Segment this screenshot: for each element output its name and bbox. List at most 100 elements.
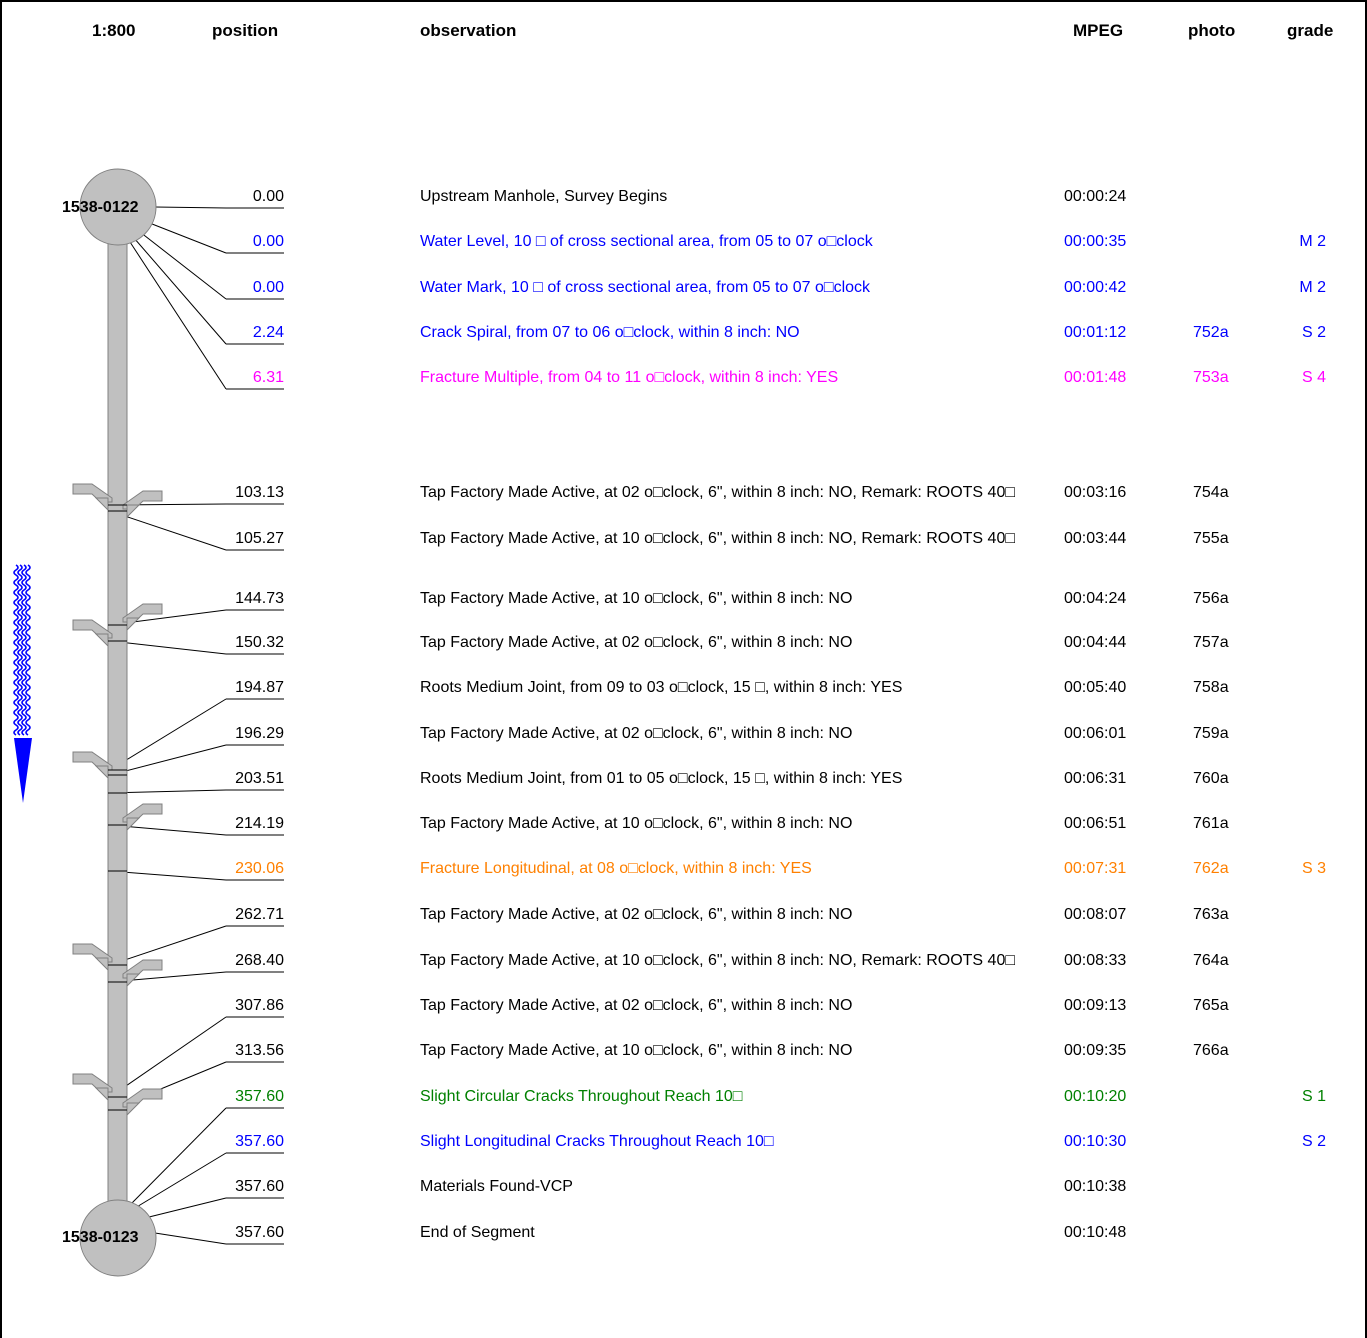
row-position: 105.27 (235, 530, 284, 547)
header-mpeg: MPEG (1073, 21, 1124, 40)
tap-fitting-left-wedge (94, 765, 109, 780)
row-photo: 752a (1193, 324, 1229, 341)
tap-fitting-left-wedge (94, 957, 109, 972)
tap-fitting-left-wedge (94, 1087, 109, 1102)
leader-line (144, 1197, 227, 1219)
leader-line (109, 789, 227, 794)
row-grade: S 2 (1301, 324, 1326, 341)
row-grade: M 2 (1299, 233, 1326, 250)
leader-line (109, 870, 227, 881)
row-position: 357.60 (235, 1178, 284, 1195)
row-observation: Tap Factory Made Active, at 10 o□clock, … (420, 952, 1016, 969)
pipe-joints (108, 504, 127, 1111)
row-photo: 762a (1193, 860, 1229, 877)
tap-fitting-left-wedge (94, 497, 109, 512)
row-observation: Water Mark, 10 □ of cross sectional area… (420, 279, 871, 296)
row-position: 357.60 (235, 1088, 284, 1105)
row-position: 0.00 (252, 188, 284, 205)
row-photo: 766a (1193, 1042, 1229, 1059)
row-mpeg: 00:01:12 (1064, 324, 1127, 341)
tap-fitting-right-wedge (126, 1102, 141, 1117)
leader-line (146, 221, 227, 254)
row-observation: Tap Factory Made Active, at 02 o□clock, … (420, 997, 853, 1014)
leader-line (109, 698, 227, 771)
row-position: 194.87 (235, 679, 284, 696)
row-position: 0.00 (252, 279, 284, 296)
row-observation: Fracture Multiple, from 04 to 11 o□clock… (420, 369, 839, 386)
row-position: 313.56 (235, 1042, 284, 1059)
row-mpeg: 00:03:44 (1064, 530, 1127, 547)
leader-line (134, 1152, 227, 1209)
row-observation: Roots Medium Joint, from 01 to 05 o□cloc… (420, 770, 903, 787)
row-mpeg: 00:09:35 (1064, 1042, 1127, 1059)
row-observation: Roots Medium Joint, from 09 to 03 o□cloc… (420, 679, 903, 696)
row-position: 0.00 (252, 233, 284, 250)
row-position: 203.51 (235, 770, 284, 787)
row-photo: 757a (1193, 634, 1229, 651)
upstream-manhole-label: 1538-0122 (62, 199, 139, 216)
row-photo: 754a (1193, 484, 1229, 501)
row-grade: S 2 (1301, 1133, 1326, 1150)
row-mpeg: 00:00:35 (1064, 233, 1127, 250)
header-grade: grade (1287, 21, 1334, 40)
row-grade: S 4 (1301, 369, 1326, 386)
row-photo: 758a (1193, 679, 1229, 696)
row-mpeg: 00:06:01 (1064, 725, 1127, 742)
leader-line (154, 1232, 227, 1245)
header-position: position (212, 21, 279, 40)
leader-line (109, 744, 227, 776)
row-observation: Tap Factory Made Active, at 02 o□clock, … (420, 725, 853, 742)
header-scale: 1:800 (92, 21, 136, 40)
row-position: 230.06 (235, 860, 284, 877)
flow-arrowhead (14, 738, 32, 803)
row-observation: End of Segment (420, 1224, 535, 1241)
tap-fitting-right-wedge (126, 817, 141, 832)
row-mpeg: 00:10:20 (1064, 1088, 1127, 1105)
row-position: 6.31 (252, 369, 284, 386)
tap-fitting-right-wedge (126, 973, 141, 988)
row-mpeg: 00:04:44 (1064, 634, 1127, 651)
header-photo: photo (1188, 21, 1236, 40)
row-mpeg: 00:10:30 (1064, 1133, 1127, 1150)
row-position: 103.13 (235, 484, 284, 501)
tap-connections (72, 483, 163, 1117)
row-observation: Upstream Manhole, Survey Begins (420, 188, 668, 205)
row-observation: Tap Factory Made Active, at 10 o□clock, … (420, 815, 853, 832)
leader-line (133, 237, 227, 345)
row-position: 262.71 (235, 906, 284, 923)
row-photo: 755a (1193, 530, 1229, 547)
row-mpeg: 00:00:24 (1064, 188, 1127, 205)
row-observation: Materials Found-VCP (420, 1178, 573, 1195)
row-observation: Fracture Longitudinal, at 08 o□clock, wi… (420, 860, 812, 877)
row-position: 214.19 (235, 815, 284, 832)
row-mpeg: 00:01:48 (1064, 369, 1127, 386)
header-observation: observation (420, 21, 517, 40)
pipe-segment (107, 239, 128, 1211)
row-mpeg: 00:00:42 (1064, 279, 1127, 296)
row-mpeg: 00:08:33 (1064, 952, 1127, 969)
downstream-manhole-label: 1538-0123 (62, 1229, 139, 1246)
row-grade: S 3 (1301, 860, 1326, 877)
upstream-manhole (79, 168, 157, 246)
row-photo: 763a (1193, 906, 1229, 923)
row-mpeg: 00:08:07 (1064, 906, 1127, 923)
row-photo: 761a (1193, 815, 1229, 832)
row-grade: S 1 (1301, 1088, 1326, 1105)
row-position: 196.29 (235, 725, 284, 742)
row-observation: Tap Factory Made Active, at 02 o□clock, … (420, 634, 853, 651)
leader-line (139, 231, 227, 300)
leader-line (129, 241, 227, 390)
pipe-body (107, 239, 128, 1211)
leader-line (129, 1107, 227, 1206)
row-observation: Tap Factory Made Active, at 02 o□clock, … (420, 906, 853, 923)
leader-line (109, 925, 227, 966)
row-observation: Tap Factory Made Active, at 10 o□clock, … (420, 590, 853, 607)
row-photo: 753a (1193, 369, 1229, 386)
row-photo: 756a (1193, 590, 1229, 607)
leader-line (109, 1016, 227, 1098)
row-mpeg: 00:05:40 (1064, 679, 1127, 696)
row-mpeg: 00:06:51 (1064, 815, 1127, 832)
tap-fitting-right-wedge (126, 617, 141, 632)
